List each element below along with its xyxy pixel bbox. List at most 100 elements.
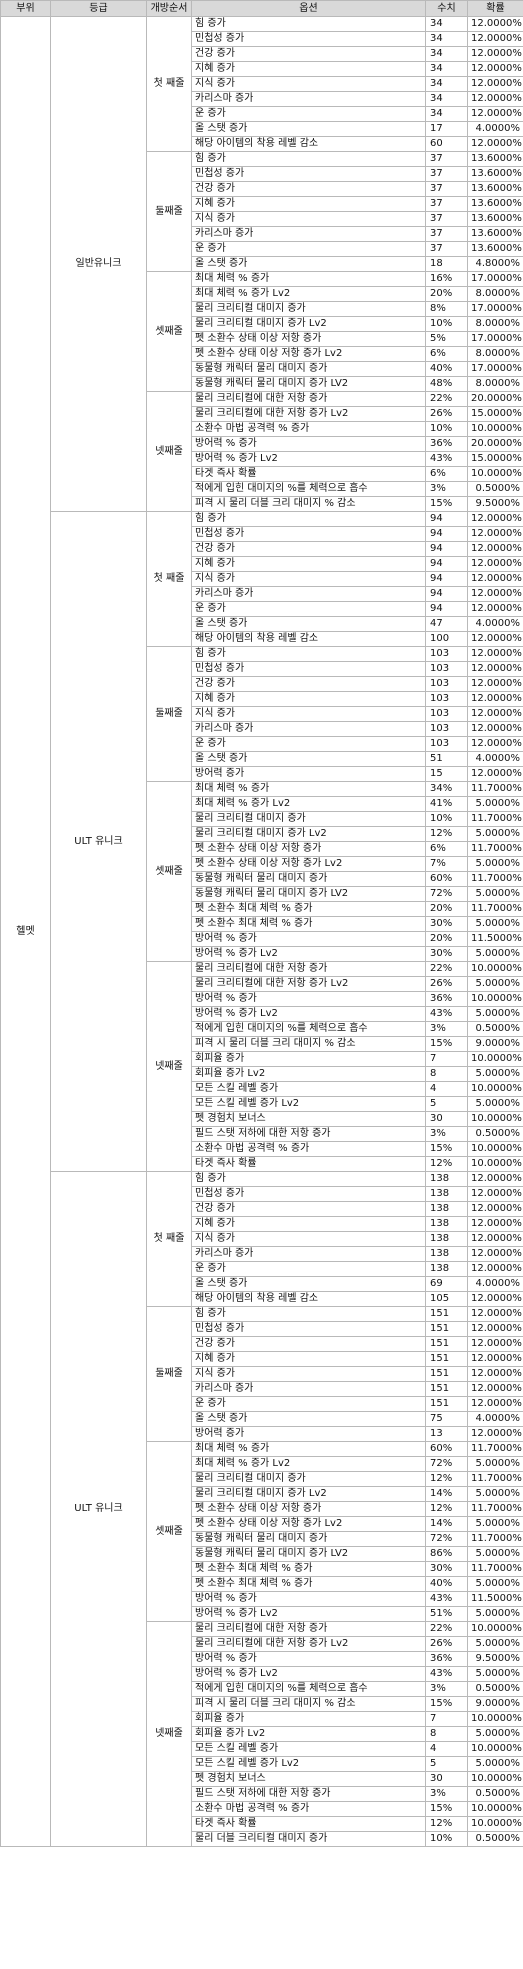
probability-cell: 13.6000% bbox=[467, 211, 523, 227]
table-row: 운 증가 94 12.0000% bbox=[1, 601, 523, 617]
value-cell: 43% bbox=[425, 1666, 468, 1682]
option-cell: 방어력 % 증가 bbox=[191, 991, 426, 1007]
value-cell: 12% bbox=[425, 1471, 468, 1487]
probability-cell: 12.0000% bbox=[467, 676, 523, 692]
table-row: 민첩성 증가 34 12.0000% bbox=[1, 31, 523, 47]
table-row: 카리스마 증가 138 12.0000% bbox=[1, 1246, 523, 1262]
value-cell: 16% bbox=[425, 271, 468, 287]
probability-cell: 0.5000% bbox=[467, 1681, 523, 1697]
value-cell: 26% bbox=[425, 976, 468, 992]
value-cell: 103 bbox=[425, 721, 468, 737]
value-cell: 15% bbox=[425, 1801, 468, 1817]
probability-cell: 5.0000% bbox=[467, 796, 523, 812]
value-cell: 15% bbox=[425, 1141, 468, 1157]
table-row: 둘째줄 힘 증가 151 12.0000% bbox=[1, 1306, 523, 1442]
probability-cell: 11.7000% bbox=[467, 901, 523, 917]
probability-cell: 10.0000% bbox=[467, 1156, 523, 1172]
open-order-cell: 넷째줄 bbox=[146, 961, 192, 1172]
open-order-cell: 둘째줄 bbox=[146, 151, 192, 272]
value-cell: 138 bbox=[425, 1231, 468, 1247]
probability-cell: 17.0000% bbox=[467, 331, 523, 347]
value-cell: 20% bbox=[425, 931, 468, 947]
probability-cell: 12.0000% bbox=[467, 526, 523, 542]
value-cell: 6% bbox=[425, 466, 468, 482]
probability-cell: 10.0000% bbox=[467, 466, 523, 482]
table-row: 방어력 % 증가 36% 20.0000% bbox=[1, 436, 523, 452]
table-row: 넷째줄 물리 크리티컬에 대한 저항 증가 22% 20.0000% bbox=[1, 391, 523, 512]
probability-cell: 10.0000% bbox=[467, 1621, 523, 1637]
option-cell: 물리 크리티컬에 대한 저항 증가 bbox=[191, 391, 426, 407]
table-row: 방어력 % 증가 36% 10.0000% bbox=[1, 991, 523, 1007]
value-cell: 72% bbox=[425, 1531, 468, 1547]
value-cell: 94 bbox=[425, 586, 468, 602]
probability-cell: 9.0000% bbox=[467, 1696, 523, 1712]
option-cell: 힘 증가 bbox=[191, 1306, 426, 1322]
option-cell: 펫 경험치 보너스 bbox=[191, 1111, 426, 1127]
probability-cell: 12.0000% bbox=[467, 661, 523, 677]
value-cell: 8 bbox=[425, 1066, 468, 1082]
value-cell: 151 bbox=[425, 1381, 468, 1397]
value-cell: 72% bbox=[425, 886, 468, 902]
value-cell: 20% bbox=[425, 901, 468, 917]
probability-cell: 5.0000% bbox=[467, 1456, 523, 1472]
probability-cell: 17.0000% bbox=[467, 301, 523, 317]
table-row: 펫 경험치 보너스 30 10.0000% bbox=[1, 1771, 523, 1787]
table-row: ULT 유니크 첫 째줄 힘 증가 138 12.0000% bbox=[1, 1171, 523, 1847]
option-cell: 운 증가 bbox=[191, 1261, 426, 1277]
probability-cell: 12.0000% bbox=[467, 586, 523, 602]
value-cell: 14% bbox=[425, 1516, 468, 1532]
value-cell: 103 bbox=[425, 676, 468, 692]
option-cell: 동물형 캐릭터 물리 대미지 증가 LV2 bbox=[191, 1546, 426, 1562]
option-cell: 민첩성 증가 bbox=[191, 166, 426, 182]
probability-cell: 11.7000% bbox=[467, 1441, 523, 1457]
value-cell: 37 bbox=[425, 226, 468, 242]
value-cell: 43% bbox=[425, 1591, 468, 1607]
probability-cell: 12.0000% bbox=[467, 46, 523, 62]
option-cell: 물리 크리티컬에 대한 저항 증가 Lv2 bbox=[191, 406, 426, 422]
value-cell: 100 bbox=[425, 631, 468, 647]
open-order-cell: 셋째줄 bbox=[146, 781, 192, 962]
probability-cell: 12.0000% bbox=[467, 541, 523, 557]
table-row: 펫 소환수 최대 체력 % 증가 30% 5.0000% bbox=[1, 916, 523, 932]
value-cell: 10% bbox=[425, 811, 468, 827]
value-cell: 3% bbox=[425, 1786, 468, 1802]
probability-cell: 12.0000% bbox=[467, 91, 523, 107]
value-cell: 103 bbox=[425, 661, 468, 677]
value-cell: 30 bbox=[425, 1771, 468, 1787]
value-cell: 138 bbox=[425, 1261, 468, 1277]
table-row: 지혜 증가 151 12.0000% bbox=[1, 1351, 523, 1367]
value-cell: 138 bbox=[425, 1246, 468, 1262]
probability-cell: 12.0000% bbox=[467, 556, 523, 572]
probability-cell: 5.0000% bbox=[467, 1756, 523, 1772]
option-cell: 지식 증가 bbox=[191, 1231, 426, 1247]
value-cell: 69 bbox=[425, 1276, 468, 1292]
option-cell: 지혜 증가 bbox=[191, 61, 426, 77]
option-cell: 피격 시 물리 더블 크리 대미지 % 감소 bbox=[191, 1036, 426, 1052]
probability-cell: 10.0000% bbox=[467, 961, 523, 977]
option-cell: 운 증가 bbox=[191, 1396, 426, 1412]
value-cell: 34 bbox=[425, 106, 468, 122]
probability-cell: 12.0000% bbox=[467, 691, 523, 707]
table-row: 회피율 증가 7 10.0000% bbox=[1, 1711, 523, 1727]
table-row: 동물형 캐릭터 물리 대미지 증가 40% 17.0000% bbox=[1, 361, 523, 377]
table-row: 모든 스킬 레벨 증가 4 10.0000% bbox=[1, 1741, 523, 1757]
probability-cell: 4.0000% bbox=[467, 121, 523, 137]
value-cell: 15% bbox=[425, 1036, 468, 1052]
probability-cell: 12.0000% bbox=[467, 1381, 523, 1397]
probability-cell: 20.0000% bbox=[467, 391, 523, 407]
table-row: 운 증가 138 12.0000% bbox=[1, 1261, 523, 1277]
table-row: 카리스마 증가 103 12.0000% bbox=[1, 721, 523, 737]
value-cell: 7 bbox=[425, 1711, 468, 1727]
value-cell: 138 bbox=[425, 1216, 468, 1232]
value-cell: 151 bbox=[425, 1306, 468, 1322]
probability-cell: 12.0000% bbox=[467, 511, 523, 527]
option-cell: 최대 체력 % 증가 Lv2 bbox=[191, 1456, 426, 1472]
value-cell: 94 bbox=[425, 556, 468, 572]
option-cell: 지식 증가 bbox=[191, 211, 426, 227]
table-row: 지식 증가 94 12.0000% bbox=[1, 571, 523, 587]
option-cell: 적에게 입힌 대미지의 %를 체력으로 흡수 bbox=[191, 481, 426, 497]
table-row: 동물형 캐릭터 물리 대미지 증가 LV2 86% 5.0000% bbox=[1, 1546, 523, 1562]
table-row: 물리 크리티컬 대미지 증가 12% 11.7000% bbox=[1, 1471, 523, 1487]
probability-cell: 0.5000% bbox=[467, 1786, 523, 1802]
table-row: 지혜 증가 37 13.6000% bbox=[1, 196, 523, 212]
